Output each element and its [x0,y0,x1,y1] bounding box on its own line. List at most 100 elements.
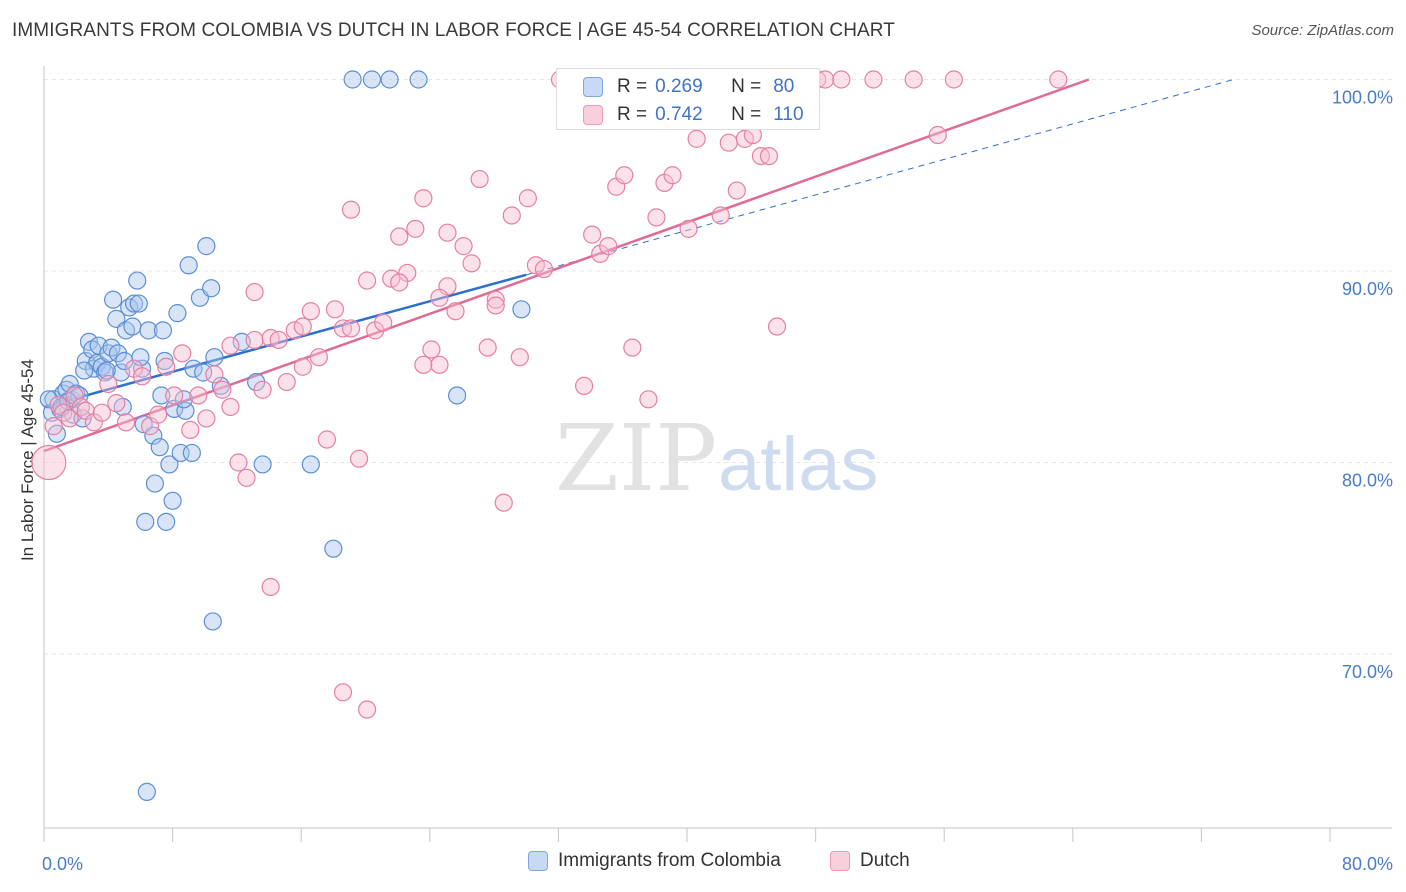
data-point-dutch [414,189,433,208]
legend-item-colombia[interactable]: Immigrants from Colombia [528,850,781,872]
data-point-dutch [325,300,345,319]
data-point-dutch [502,206,521,225]
data-point-colombia [152,386,171,405]
data-point-dutch [149,405,168,424]
trendlines [43,78,1234,453]
data-point-dutch [99,374,118,394]
data-point-colombia [144,426,163,445]
data-point-colombia [301,455,320,474]
trendline-dutch [43,78,1090,453]
trendline-colombia [43,273,527,409]
gridlines [44,79,1392,655]
data-point-dutch [462,254,481,273]
legend-label-dutch: Dutch [860,850,910,871]
data-point-colombia [150,438,169,457]
data-point-dutch [599,237,618,256]
data-point-dutch [349,449,369,468]
y-tick-label: 70.0% [1342,662,1393,682]
data-point-dutch [390,227,409,246]
data-point-dutch [358,700,377,719]
watermark-atlas: atlas [718,422,879,507]
stats-r-value-colombia: 0.269 [655,76,703,97]
watermark: ZIP atlas [555,405,879,512]
legend-label-colombia: Immigrants from Colombia [558,850,781,871]
data-point-colombia [136,512,155,531]
data-point-colombia [97,361,116,380]
data-point-dutch [92,403,111,422]
data-point-colombia [157,512,176,531]
stats-swatch-colombia [583,77,603,97]
data-point-dutch [422,340,441,359]
data-point-dutch [269,330,288,350]
data-point-dutch [928,125,947,145]
data-point-colombia [174,390,193,409]
stats-swatch-dutch [583,105,603,125]
data-point-colombia [176,401,195,420]
data-point-dutch [944,70,963,89]
data-point-dutch [60,409,79,428]
data-point-dutch [575,376,594,395]
data-point-colombia [512,300,531,319]
data-point-dutch [864,70,883,89]
data-point-dutch [181,420,200,440]
legend-swatch-dutch [830,851,850,871]
data-point-dutch [767,317,787,336]
data-point-dutch [687,129,706,148]
data-point-dutch [534,259,554,279]
data-point-colombia [124,294,144,313]
data-point-dutch [615,166,634,185]
data-point-colombia [253,455,272,474]
data-point-colombia [179,256,198,275]
data-point-colombia [104,290,123,309]
data-point-dutch [832,70,851,89]
data-point-dutch [293,317,312,336]
data-point-dutch [341,200,361,219]
data-point-colombia [70,386,89,405]
stats-r-label: R = [617,104,648,125]
data-point-dutch [237,468,256,487]
data-point-dutch [132,367,152,386]
data-point-colombia [197,237,216,256]
data-point-dutch [116,413,136,432]
data-point-dutch [245,282,264,302]
data-point-dutch [478,338,497,357]
legend-swatch-colombia [528,851,548,871]
data-point-colombia [448,386,467,405]
data-point-colombia [203,612,222,631]
chart-title: IMMIGRANTS FROM COLOMBIA VS DUTCH IN LAB… [12,20,895,41]
data-point-colombia [380,70,399,89]
data-point-colombia [362,70,382,89]
data-point-dutch [759,147,779,166]
data-point-dutch [470,169,489,189]
data-point-colombia [123,317,142,336]
data-point-dutch [374,313,393,332]
data-point-colombia [163,491,182,510]
x-tick-label-min: 0.0% [42,854,83,874]
data-point-dutch [486,296,505,315]
stats-row-dutch: R = 0.742 N = 110 [557,101,804,129]
stats-n-label: N = [731,104,762,125]
data-point-dutch [44,417,63,436]
data-point-dutch [494,493,513,512]
data-point-dutch [31,444,67,481]
data-point-dutch [221,397,240,417]
data-point-dutch [333,683,353,702]
legend-item-dutch[interactable]: Dutch [830,850,910,872]
stats-r-value-dutch: 0.742 [655,104,703,125]
source-note: Source: ZipAtlas.com [1251,22,1394,39]
data-point-dutch [341,319,361,338]
data-point-dutch [390,273,409,292]
y-tick-label: 80.0% [1342,471,1393,491]
data-point-dutch [197,409,216,428]
trendline-colombia [526,79,1234,276]
data-point-dutch [510,348,529,367]
data-point-colombia [131,348,150,367]
series-colombia [39,70,531,801]
data-point-colombia [145,474,165,493]
data-point-dutch [406,219,425,238]
data-point-dutch [663,166,682,185]
watermark-zip: ZIP [555,405,717,512]
data-point-colombia [202,279,221,298]
data-point-dutch [245,330,264,350]
